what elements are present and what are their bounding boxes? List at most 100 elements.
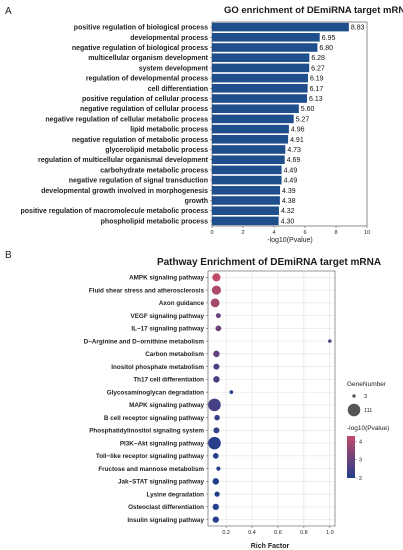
x-tick-label: 2 <box>241 230 244 236</box>
bar <box>212 94 308 103</box>
bar-category-label: positive regulation of biological proces… <box>74 25 208 32</box>
bar-category-label: negative regulation of metabolic process <box>72 137 208 144</box>
bar-category-label: regulation of multicellular organismal d… <box>38 157 209 164</box>
pathway-label: Lysine degradation <box>147 491 205 498</box>
pathway-bubble <box>211 285 221 295</box>
bar <box>212 84 308 93</box>
bar <box>212 145 286 154</box>
bar-value-label: 5.27 <box>296 116 310 123</box>
bar-value-label: 4.39 <box>282 188 296 195</box>
chart-a-title: GO enrichment of DEmiRNA target mRNA <box>224 5 403 16</box>
bar-category-label: phospholipid metabolic process <box>101 218 208 225</box>
pathway-label: B cell receptor signaling pathway <box>104 415 205 422</box>
bar <box>212 206 279 215</box>
legend-size-title: GeneNumber <box>347 381 387 388</box>
x-tick-label: 6 <box>303 230 306 236</box>
bar-category-label: negative regulation of cellular process <box>80 106 208 113</box>
bar-category-label: system development <box>139 65 209 72</box>
bar-category-label: negative regulation of signal transducti… <box>69 178 208 185</box>
pathway-label: Carbon metabolism <box>145 351 204 358</box>
bar <box>212 196 280 205</box>
pathway-label: VEGF signaling pathway <box>131 313 205 320</box>
legend-colorbar-tick-label: 3 <box>359 458 362 464</box>
pathway-bubble <box>215 325 222 332</box>
x-tick-label: 0.4 <box>248 530 256 536</box>
pathway-bubble <box>328 339 332 343</box>
pathway-bubble <box>212 478 220 485</box>
bar <box>212 53 310 62</box>
x-tick-label: 0.2 <box>222 530 230 536</box>
bar-value-label: 6.27 <box>311 65 325 72</box>
bar-value-label: 4.38 <box>282 198 296 205</box>
bar-category-label: negative regulation of biological proces… <box>72 45 208 52</box>
pathway-label: MAPK signaling pathway <box>129 402 204 409</box>
bar-value-label: 8.83 <box>351 25 365 32</box>
x-tick-label: 4 <box>272 230 275 236</box>
pathway-label: Phosphatidylinositol signaling system <box>89 428 204 435</box>
pathway-bubble <box>216 466 221 471</box>
pathway-label: Toll−like receptor signaling pathway <box>96 453 205 460</box>
bar-category-label: negative regulation of cellular metaboli… <box>45 116 208 123</box>
panel-b-label: B <box>5 250 12 261</box>
bar <box>212 104 299 113</box>
bar <box>212 22 349 32</box>
bar-category-label: carbohydrate metabolic process <box>100 167 208 174</box>
pathway-bubble <box>213 363 220 370</box>
legend-size-dot-large <box>347 403 361 417</box>
bar <box>212 114 294 124</box>
chart-b-legend: GeneNumber -log10(Pvalue) 3 111 4 3 2 <box>347 381 389 482</box>
bar-category-label: multicellular organism development <box>88 55 208 62</box>
pathway-bubble <box>215 313 221 319</box>
bar-value-label: 6.17 <box>310 86 324 93</box>
bar-value-label: 4.69 <box>287 157 301 164</box>
bar-value-label: 6.80 <box>319 45 333 52</box>
pathway-label: Fluid shear stress and atherosclerosis <box>89 287 205 294</box>
bar-category-label: glycerolipid metabolic process <box>105 147 208 154</box>
pathway-bubble <box>213 427 220 434</box>
bar <box>212 73 308 83</box>
bar-value-label: 4.32 <box>281 208 295 215</box>
bar-value-label: 6.13 <box>309 96 323 103</box>
pathway-bubble <box>212 503 219 511</box>
pathway-label: Axon guidance <box>159 300 205 307</box>
legend-colorbar-tick-label: 4 <box>359 439 362 445</box>
bar-value-label: 4.73 <box>287 147 301 154</box>
x-tick-label: 8 <box>334 230 337 236</box>
x-tick-label: 1.0 <box>326 530 334 536</box>
bar <box>212 43 318 52</box>
pathway-bubble <box>213 350 220 358</box>
legend-colorbar <box>347 436 355 478</box>
chart-a-xlabel: -log10(Pvalue) <box>267 237 313 244</box>
bar-value-label: 4.96 <box>291 127 305 134</box>
bar-value-label: 4.49 <box>284 167 298 174</box>
bar <box>212 155 285 164</box>
pathway-label: Inositol phosphate metabolism <box>111 364 204 371</box>
legend-size-label-small: 3 <box>364 394 367 400</box>
bar-category-label: cell differentiation <box>148 86 208 93</box>
x-tick-label: 0.8 <box>300 530 308 536</box>
bar-category-label: growth <box>185 198 208 205</box>
pathway-bubble <box>210 298 220 308</box>
bar <box>212 63 310 73</box>
bar <box>212 216 279 226</box>
bar-value-label: 4.30 <box>281 218 295 225</box>
pathway-label: Fructose and mannose metabolism <box>98 466 204 473</box>
pathway-label: IL−17 signaling pathway <box>131 326 204 333</box>
legend-size-label-large: 111 <box>364 408 372 414</box>
pathway-label: Osteoclast differentiation <box>128 504 204 511</box>
chart-b-title: Pathway Enrichment of DEmiRNA target mRN… <box>157 257 381 268</box>
bar-value-label: 6.95 <box>322 35 336 42</box>
pathway-bubble <box>212 273 221 282</box>
chart-b-frame <box>207 270 336 527</box>
pathway-bubble <box>208 398 221 412</box>
pathway-bubble <box>214 491 220 497</box>
pathway-bubble <box>214 414 220 421</box>
bar-category-label: developmental process <box>130 35 208 42</box>
bar <box>212 124 289 134</box>
pathway-bubble <box>229 390 234 394</box>
chart-b-xlabel: Rich Factor <box>251 543 290 550</box>
bar-value-label: 5.60 <box>301 106 315 113</box>
bar-value-label: 4.49 <box>284 178 298 185</box>
bar-category-label: regulation of developmental process <box>86 76 208 83</box>
